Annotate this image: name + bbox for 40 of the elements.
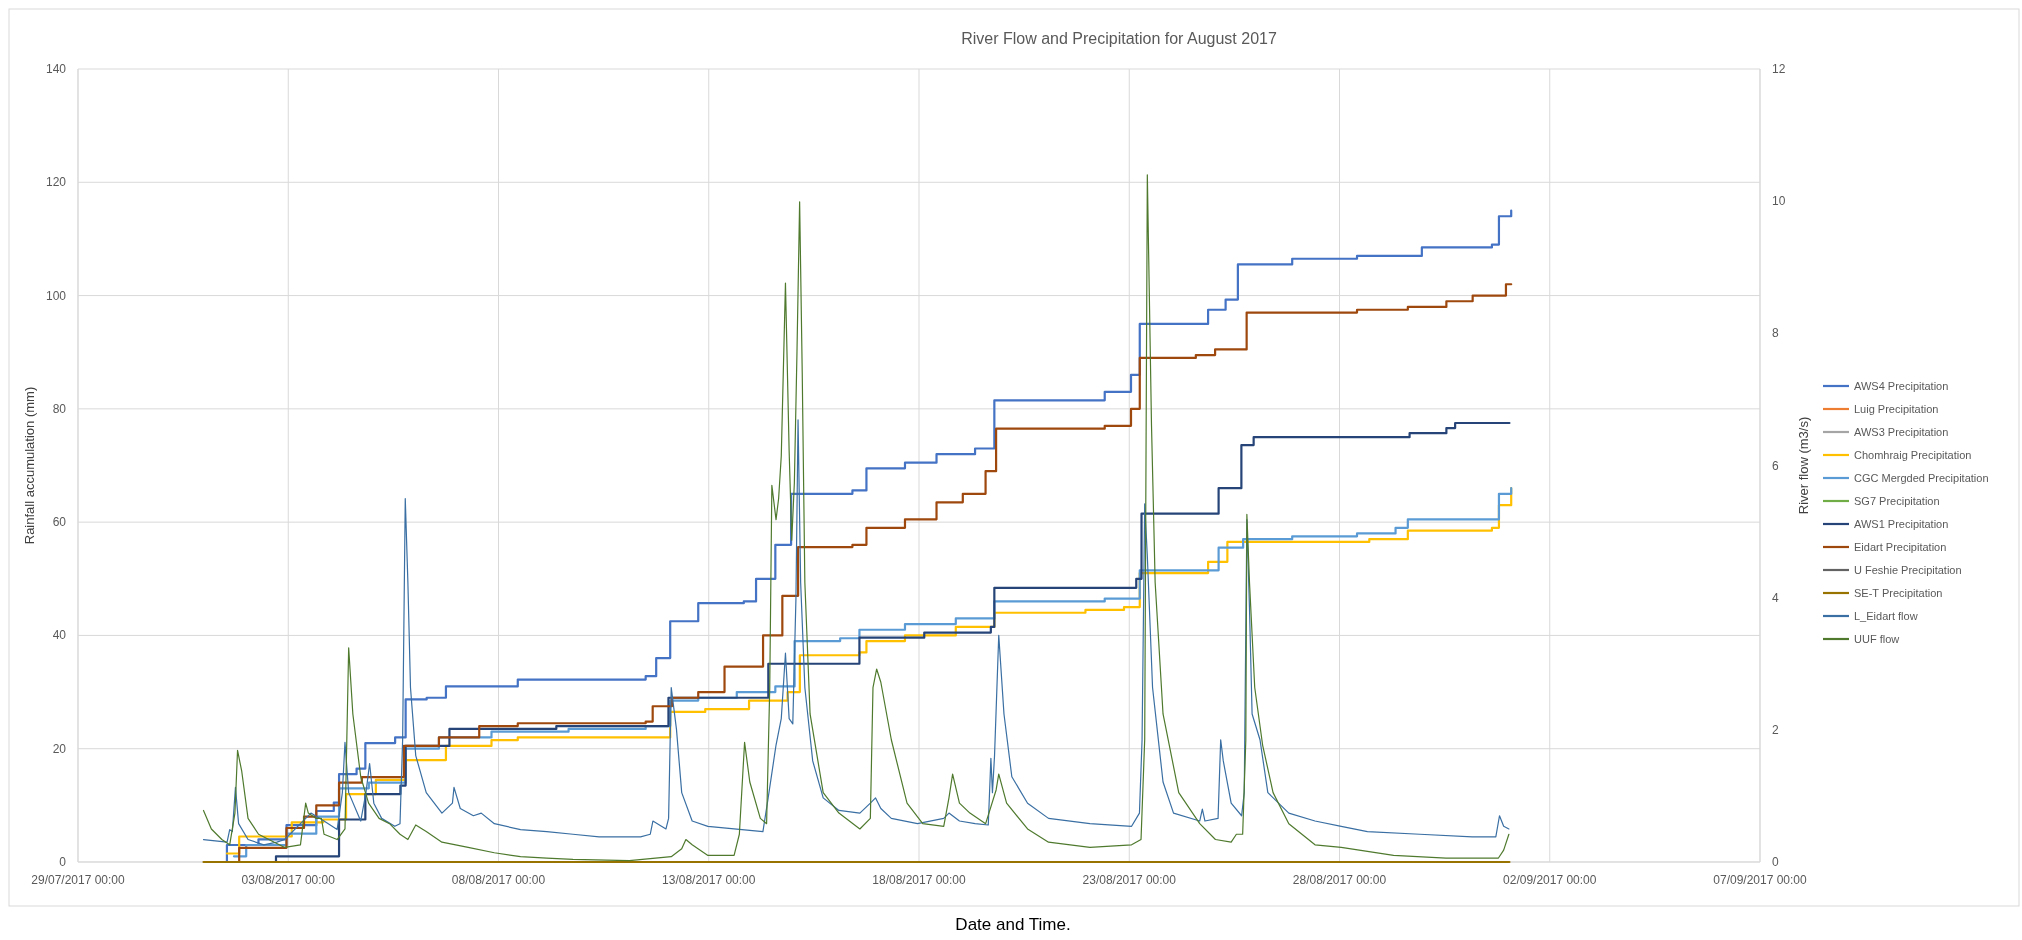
- legend-label: AWS4 Precipitation: [1854, 380, 1949, 392]
- x-tick-label: 18/08/2017 00:00: [872, 873, 967, 887]
- x-tick-label: 13/08/2017 00:00: [662, 873, 756, 887]
- y-tick-label: 60: [52, 515, 67, 530]
- x-axis-title: Date and Time.: [955, 915, 1071, 934]
- legend-label: UUF flow: [1854, 633, 1900, 645]
- y2-tick-label: 8: [1772, 326, 1779, 341]
- y2-tick-label: 10: [1772, 194, 1786, 209]
- y2-tick-label: 0: [1772, 855, 1779, 869]
- x-tick-label: 28/08/2017 00:00: [1292, 873, 1387, 887]
- y-tick-label: 40: [52, 628, 67, 643]
- y-tick-label: 0: [59, 855, 67, 869]
- y2-tick-label: 12: [1772, 62, 1786, 76]
- chart-title: River Flow and Precipitation for August 2017: [961, 30, 1277, 47]
- y-tick-label: 100: [45, 288, 67, 303]
- y-tick-label: 140: [45, 62, 67, 76]
- y-tick-label: 120: [45, 175, 67, 190]
- legend-label: Eidart Precipitation: [1854, 541, 1947, 553]
- legend-label: AWS1 Precipitation: [1854, 518, 1949, 530]
- x-tick-label: 07/09/2017 00:00: [1713, 873, 1808, 887]
- y-tick-label: 20: [52, 741, 67, 756]
- y2-tick-label: 4: [1772, 590, 1779, 605]
- x-tick-label: 03/08/2017 00:00: [241, 873, 336, 887]
- legend-label: CGC Mergded Precipitation: [1854, 472, 1989, 484]
- legend-label: AWS3 Precipitation: [1854, 426, 1949, 438]
- y-tick-label: 80: [52, 401, 67, 416]
- legend-label: SE-T Precipitation: [1854, 587, 1943, 599]
- legend-label: U Feshie Precipitation: [1854, 564, 1962, 576]
- x-tick-label: 23/08/2017 00:00: [1082, 873, 1177, 887]
- legend-label: L_Eidart flow: [1854, 610, 1918, 622]
- y2-tick-label: 2: [1772, 722, 1779, 737]
- x-tick-label: 02/09/2017 00:00: [1503, 873, 1597, 887]
- y-axis-title: Rainfall accumulation (mm): [22, 386, 37, 545]
- legend-label: Luig Precipitation: [1854, 403, 1939, 415]
- x-tick-label: 08/08/2017 00:00: [451, 873, 546, 887]
- y2-tick-label: 6: [1772, 458, 1779, 473]
- y2-axis-title: River flow (m3/s): [1796, 416, 1811, 515]
- x-tick-label: 29/07/2017 00:00: [31, 873, 126, 887]
- legend-label: Chomhraig Precipitation: [1854, 449, 1972, 461]
- legend-label: SG7 Precipitation: [1854, 495, 1940, 507]
